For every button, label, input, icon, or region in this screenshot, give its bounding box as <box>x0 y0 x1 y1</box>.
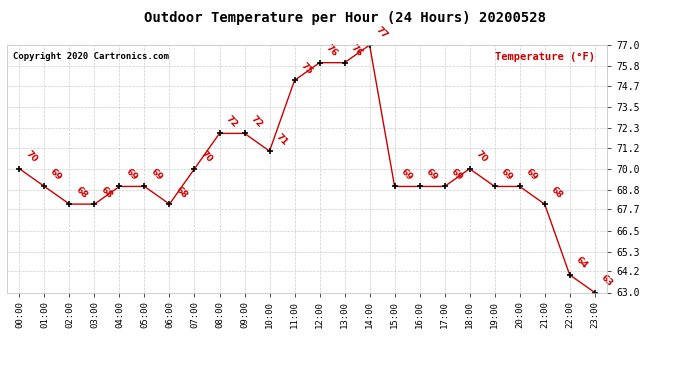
Text: 75: 75 <box>299 61 314 76</box>
Text: 76: 76 <box>324 43 339 58</box>
Text: 63: 63 <box>599 273 614 288</box>
Text: 70: 70 <box>23 149 39 165</box>
Text: Temperature (°F): Temperature (°F) <box>495 53 595 62</box>
Text: 70: 70 <box>474 149 489 165</box>
Text: 69: 69 <box>124 167 139 182</box>
Text: 68: 68 <box>99 185 114 200</box>
Text: 70: 70 <box>199 149 214 165</box>
Text: 76: 76 <box>348 43 364 58</box>
Text: 72: 72 <box>248 114 264 129</box>
Text: 69: 69 <box>399 167 414 182</box>
Text: Outdoor Temperature per Hour (24 Hours) 20200528: Outdoor Temperature per Hour (24 Hours) … <box>144 11 546 25</box>
Text: 69: 69 <box>524 167 539 182</box>
Text: Copyright 2020 Cartronics.com: Copyright 2020 Cartronics.com <box>13 53 169 62</box>
Text: 69: 69 <box>448 167 464 182</box>
Text: 69: 69 <box>48 167 64 182</box>
Text: 69: 69 <box>424 167 439 182</box>
Text: 64: 64 <box>574 255 589 271</box>
Text: 68: 68 <box>549 185 564 200</box>
Text: 69: 69 <box>499 167 514 182</box>
Text: 77: 77 <box>374 26 389 41</box>
Text: 72: 72 <box>224 114 239 129</box>
Text: 68: 68 <box>74 185 89 200</box>
Text: 71: 71 <box>274 132 289 147</box>
Text: 68: 68 <box>174 185 189 200</box>
Text: 69: 69 <box>148 167 164 182</box>
